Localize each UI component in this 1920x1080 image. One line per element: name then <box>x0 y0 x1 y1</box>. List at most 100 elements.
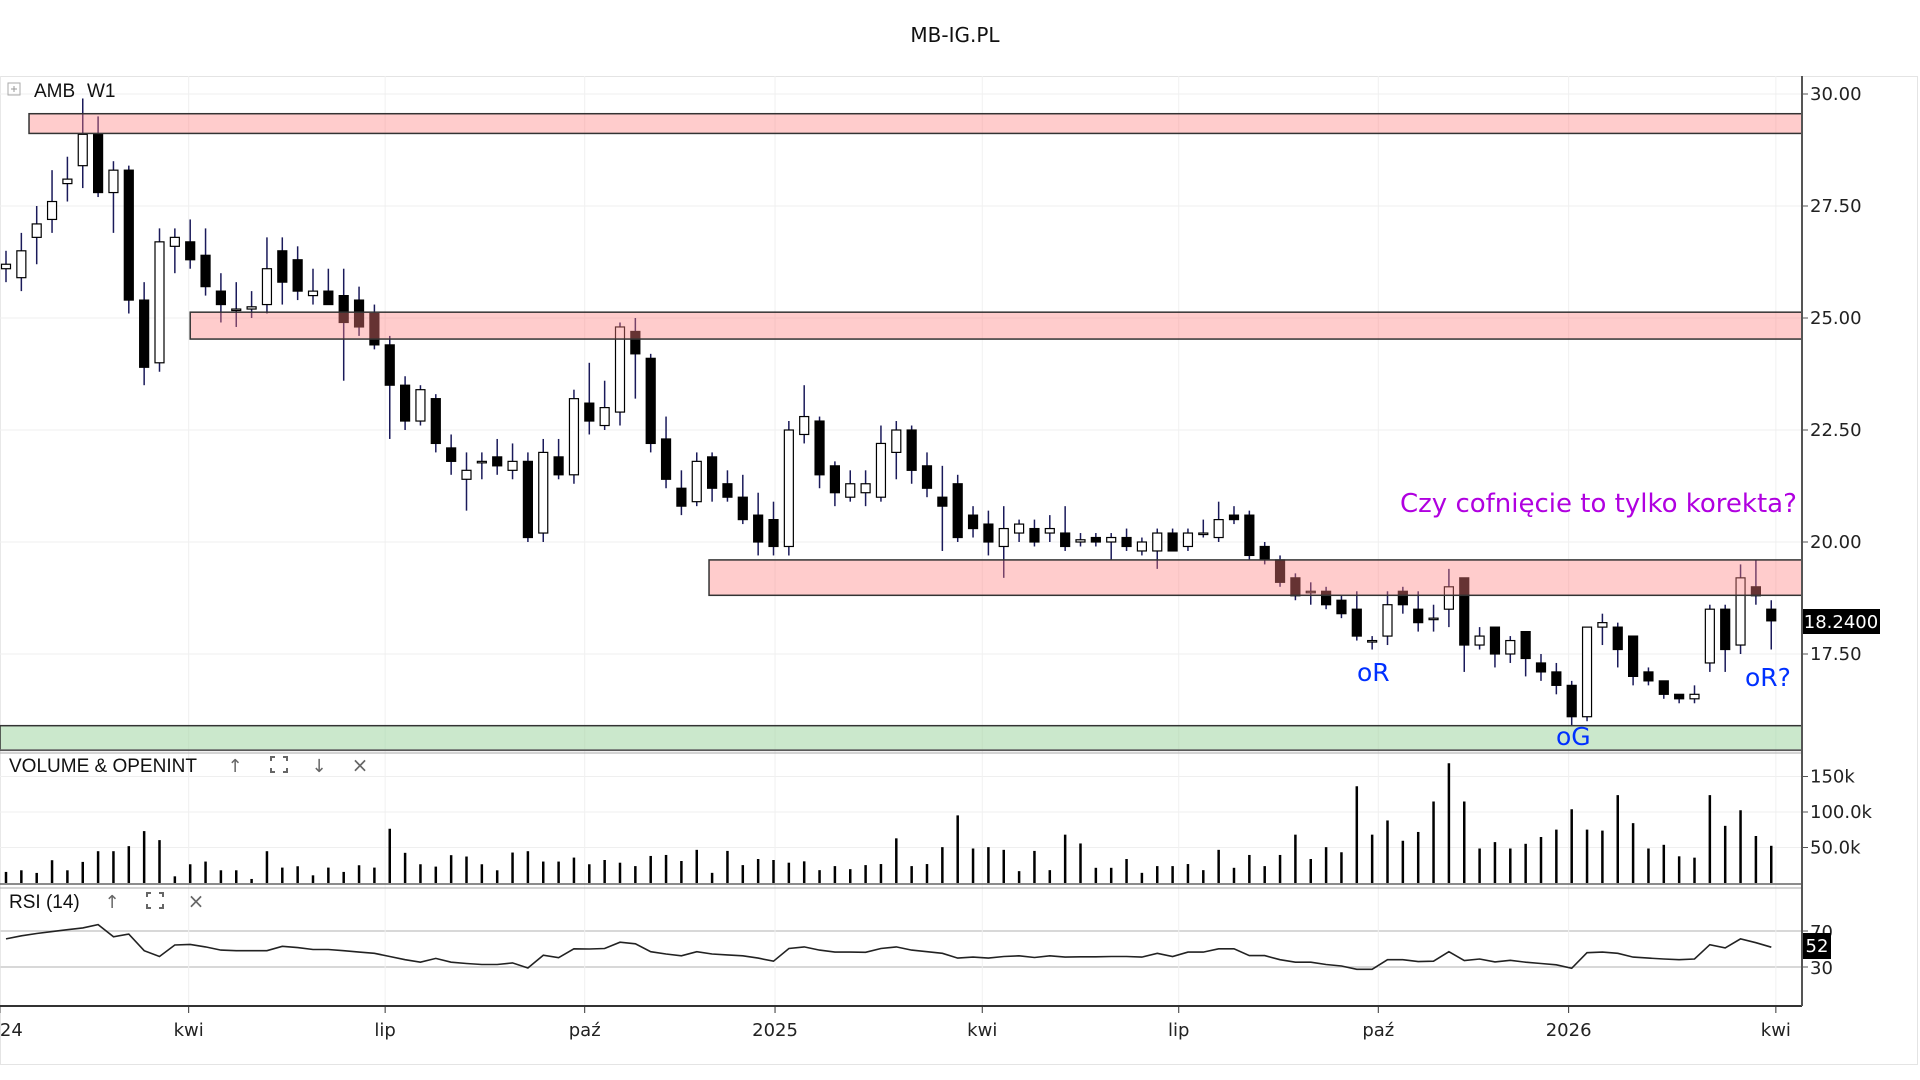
candle-down <box>430 398 441 445</box>
candle-down <box>1612 626 1623 651</box>
candle-up <box>1581 626 1593 718</box>
candlestick-series <box>0 98 1777 726</box>
candle-down <box>1459 577 1470 646</box>
close-icon[interactable]: × <box>352 753 369 777</box>
candle-down <box>338 295 349 324</box>
candle-up <box>1198 532 1209 536</box>
time-tick-label: kwi <box>967 1020 997 1041</box>
candle-down <box>553 456 564 476</box>
price-tick-label: 27.50 <box>1810 196 1862 217</box>
candle-down <box>1336 599 1347 615</box>
candle-up <box>108 169 119 194</box>
chart-frame <box>0 76 1918 1065</box>
candle-up <box>599 407 610 427</box>
last-price-label: 18.2400 <box>1804 612 1878 633</box>
rsi-tick-label: 30 <box>1810 958 1833 979</box>
candle-down <box>937 496 948 507</box>
close-icon[interactable]: × <box>188 889 205 913</box>
candle-down <box>1627 635 1639 678</box>
candle-up <box>31 223 42 238</box>
candle-up <box>1075 539 1086 543</box>
candle-up <box>1474 635 1485 646</box>
candle-up <box>77 133 88 167</box>
volume-series <box>4 763 1773 883</box>
annotation-or: oR <box>1357 658 1390 687</box>
rsi-line <box>5 923 1772 971</box>
candle-down <box>1351 608 1362 637</box>
candle-down <box>446 447 457 462</box>
candle-down <box>1766 608 1777 622</box>
candle-down <box>1413 608 1424 624</box>
interval-label: W1 <box>87 81 116 102</box>
candle-up <box>799 415 810 436</box>
candle-down <box>1720 608 1731 651</box>
candle-down <box>92 133 104 194</box>
last-price-badge <box>1803 609 1880 634</box>
candle-up <box>1106 536 1117 543</box>
candle-down <box>353 299 365 328</box>
arrow-up-icon[interactable]: ↑ <box>227 756 242 777</box>
candle-down <box>492 456 503 467</box>
annotation-question: Czy cofnięcie to tylko korekta? <box>1400 489 1797 519</box>
time-tick-label: paź <box>1362 1020 1394 1041</box>
candle-down <box>1535 662 1547 673</box>
rsi-pane-title: RSI (14) <box>9 892 80 913</box>
candle-down <box>1489 626 1501 655</box>
time-tick-label: kwi <box>174 1020 204 1041</box>
candle-down <box>722 483 733 498</box>
price-tick-label: 25.00 <box>1810 308 1862 329</box>
maximize-icon[interactable] <box>270 756 288 773</box>
candle-up <box>1136 541 1148 552</box>
candle-up <box>1182 532 1194 548</box>
rsi-value-label: 52 <box>1806 936 1829 957</box>
candle-down <box>139 299 150 368</box>
candle-up <box>538 451 549 534</box>
arrow-down-icon[interactable]: ↓ <box>311 756 326 777</box>
rsi-value-badge <box>1803 933 1831 959</box>
candle-down <box>1320 590 1332 606</box>
candle-down <box>323 290 334 306</box>
arrow-up-icon[interactable]: ↑ <box>104 892 119 913</box>
candle-up <box>307 290 319 297</box>
price-tick-label: 22.50 <box>1810 420 1862 441</box>
candle-down <box>1121 536 1132 548</box>
candle-down <box>123 169 134 301</box>
candle-up <box>1443 586 1455 610</box>
candle-down <box>1029 527 1040 543</box>
candle-up <box>783 429 794 548</box>
volume-tick-label: 50.0k <box>1810 838 1861 859</box>
resistance-zone <box>708 559 1803 597</box>
candle-down <box>1397 590 1408 606</box>
price-pane-header: AMB W1 <box>7 81 116 102</box>
candle-up <box>1152 532 1163 552</box>
resistance-zone <box>189 311 1803 340</box>
candle-up <box>691 460 702 503</box>
candle-up <box>62 178 73 185</box>
candle-down <box>1228 514 1240 521</box>
price-tick-label: 30.00 <box>1810 84 1862 105</box>
candle-up <box>154 241 165 364</box>
candle-down <box>185 241 196 261</box>
candle-up <box>1428 617 1439 621</box>
candle-down <box>737 496 748 521</box>
maximize-icon[interactable] <box>146 892 164 909</box>
candle-down <box>630 330 641 355</box>
candle-down <box>1674 693 1685 700</box>
time-tick-label: 2026 <box>1546 1020 1592 1041</box>
candle-up <box>231 308 242 312</box>
volume-tick-label: 150k <box>1810 767 1855 788</box>
time-axis: 2024 kwi lip paź 2025 kwi lip paź 2026 kwi <box>0 1006 1791 1041</box>
plus-box-icon[interactable] <box>7 82 21 96</box>
candle-up <box>1505 639 1516 655</box>
candle-up <box>614 326 626 413</box>
candle-down <box>829 465 841 494</box>
time-tick-label: kwi <box>1761 1020 1791 1041</box>
candle-down <box>967 514 979 530</box>
candle-down <box>277 250 288 283</box>
candle-down <box>200 254 211 288</box>
candle-down <box>1643 671 1654 682</box>
symbol-label: AMB <box>34 81 75 102</box>
candle-up <box>461 469 472 480</box>
candle-up <box>1013 523 1025 534</box>
